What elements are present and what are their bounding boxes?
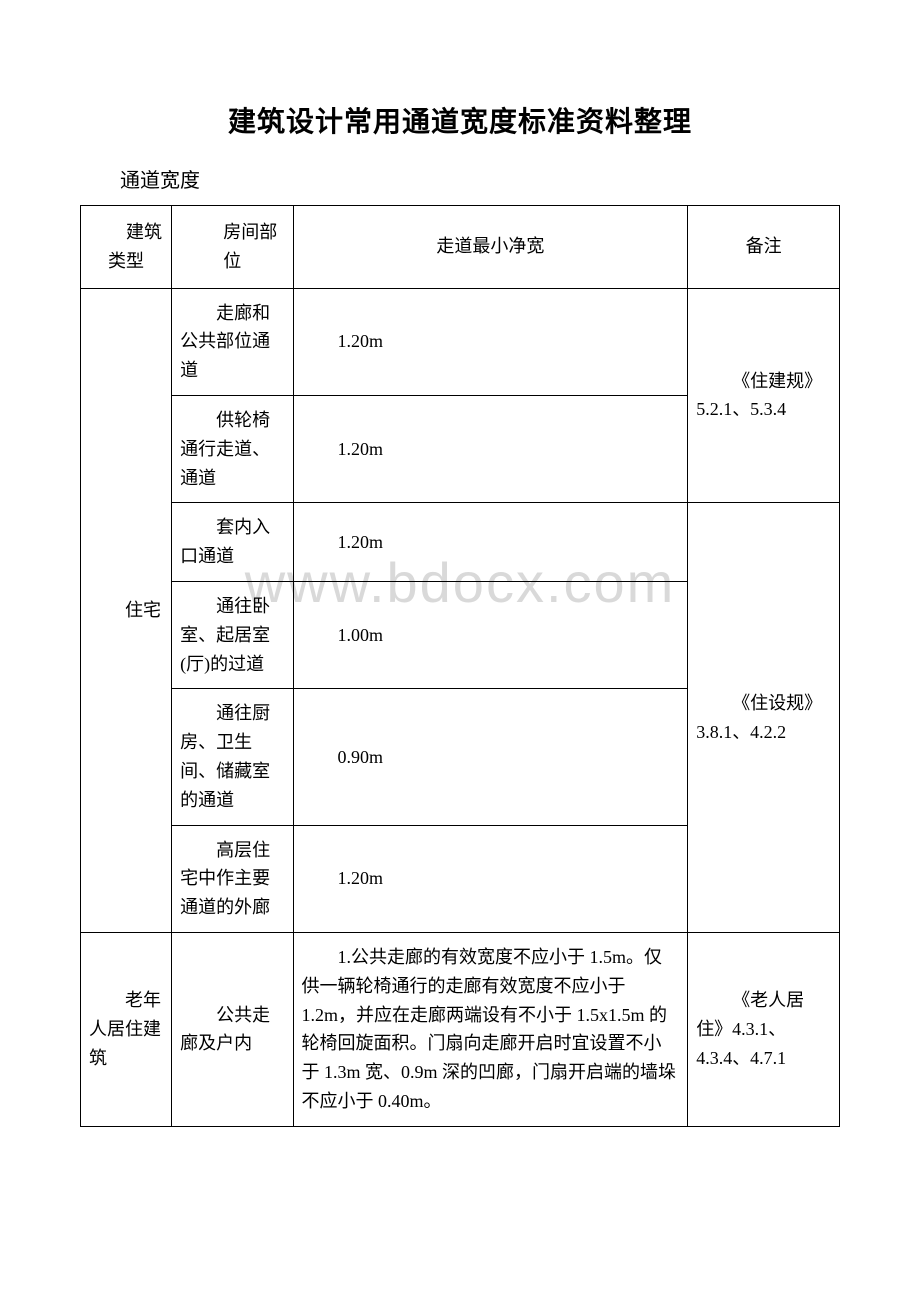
cell-remark: 《住设规》3.8.1、4.2.2 [688, 503, 840, 933]
cell-room-part: 公共走廊及户内 [172, 932, 293, 1126]
cell-min-width: 1.20m [293, 825, 688, 932]
header-col4: 备注 [688, 206, 840, 289]
header-col3: 走道最小净宽 [293, 206, 688, 289]
header-col2: 房间部位 [172, 206, 293, 289]
cell-building-type: 住宅 [81, 288, 172, 932]
cell-room-part: 通往卧室、起居室(厅)的过道 [172, 581, 293, 688]
cell-room-part: 供轮椅通行走道、通道 [172, 395, 293, 502]
cell-min-width: 1.20m [293, 288, 688, 395]
table-row: 老年人居住建筑 公共走廊及户内 1.公共走廊的有效宽度不应小于 1.5m。仅供一… [81, 932, 840, 1126]
page-subtitle: 通道宽度 [80, 164, 840, 193]
cell-building-type: 老年人居住建筑 [81, 932, 172, 1126]
cell-room-part: 走廊和公共部位通道 [172, 288, 293, 395]
table-row: 住宅 走廊和公共部位通道 1.20m 《住建规》5.2.1、5.3.4 [81, 288, 840, 395]
cell-room-part: 高层住宅中作主要通道的外廊 [172, 825, 293, 932]
table-header-row: 建筑类型 房间部位 走道最小净宽 备注 [81, 206, 840, 289]
cell-room-part: 通往厨房、卫生间、储藏室的通道 [172, 689, 293, 825]
cell-min-width: 0.90m [293, 689, 688, 825]
cell-remark: 《住建规》5.2.1、5.3.4 [688, 288, 840, 503]
cell-min-width: 1.00m [293, 581, 688, 688]
table-row: 套内入口通道 1.20m 《住设规》3.8.1、4.2.2 [81, 503, 840, 582]
page-title: 建筑设计常用通道宽度标准资料整理 [80, 100, 840, 140]
cell-min-width: 1.20m [293, 395, 688, 502]
cell-min-width: 1.20m [293, 503, 688, 582]
cell-min-width: 1.公共走廊的有效宽度不应小于 1.5m。仅供一辆轮椅通行的走廊有效宽度不应小于… [293, 932, 688, 1126]
standards-table: 建筑类型 房间部位 走道最小净宽 备注 住宅 走廊和公共部位通道 1.20m 《… [80, 205, 840, 1127]
header-col1: 建筑类型 [81, 206, 172, 289]
cell-room-part: 套内入口通道 [172, 503, 293, 582]
cell-remark: 《老人居住》4.3.1、4.3.4、4.7.1 [688, 932, 840, 1126]
